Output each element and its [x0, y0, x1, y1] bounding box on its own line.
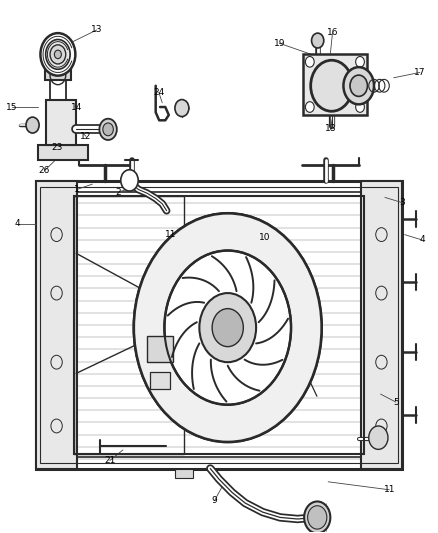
Text: 4: 4 [14, 220, 20, 229]
Text: 1: 1 [74, 185, 80, 194]
Circle shape [307, 506, 327, 529]
Bar [38, 146, 88, 160]
Circle shape [311, 33, 324, 48]
Text: 21: 21 [104, 456, 116, 465]
Bar [147, 336, 173, 362]
Text: 14: 14 [71, 102, 83, 111]
Text: 23: 23 [52, 143, 63, 152]
Bar [74, 196, 184, 454]
Text: 12: 12 [80, 132, 92, 141]
Circle shape [311, 60, 353, 111]
Circle shape [304, 502, 330, 533]
Circle shape [356, 102, 364, 112]
Circle shape [356, 56, 364, 67]
Circle shape [175, 100, 189, 117]
Text: 18: 18 [325, 124, 336, 133]
Bar [46, 100, 76, 146]
Bar [74, 196, 364, 454]
Circle shape [54, 50, 61, 59]
Circle shape [50, 45, 66, 64]
Circle shape [99, 119, 117, 140]
Bar [361, 181, 403, 469]
Bar [175, 469, 193, 478]
Text: 4: 4 [419, 236, 425, 245]
Bar [45, 70, 71, 80]
Text: 9: 9 [212, 496, 218, 505]
Text: 11: 11 [384, 485, 395, 494]
Bar [150, 372, 170, 389]
Text: 26: 26 [39, 166, 50, 175]
Circle shape [343, 67, 374, 104]
Text: 10: 10 [259, 233, 271, 242]
Text: 11: 11 [165, 230, 177, 239]
Text: 5: 5 [393, 398, 399, 407]
Text: 15: 15 [6, 102, 18, 111]
Circle shape [212, 309, 244, 346]
Text: 16: 16 [327, 28, 338, 37]
Circle shape [40, 33, 75, 76]
Text: 19: 19 [273, 39, 285, 48]
Bar [35, 181, 77, 469]
Bar [303, 54, 367, 115]
Circle shape [369, 426, 388, 449]
Circle shape [199, 293, 256, 362]
Circle shape [103, 123, 113, 136]
Text: 2: 2 [116, 188, 121, 197]
Circle shape [350, 75, 367, 96]
Circle shape [164, 251, 291, 405]
Text: 3: 3 [399, 198, 405, 207]
Circle shape [121, 169, 138, 191]
Circle shape [46, 39, 70, 69]
Text: 17: 17 [414, 68, 426, 77]
Text: 24: 24 [153, 87, 164, 96]
Bar [40, 187, 398, 463]
Circle shape [134, 213, 321, 442]
Bar [35, 181, 403, 469]
Text: 13: 13 [91, 26, 102, 35]
Circle shape [305, 102, 314, 112]
Circle shape [26, 117, 39, 133]
Circle shape [305, 56, 314, 67]
